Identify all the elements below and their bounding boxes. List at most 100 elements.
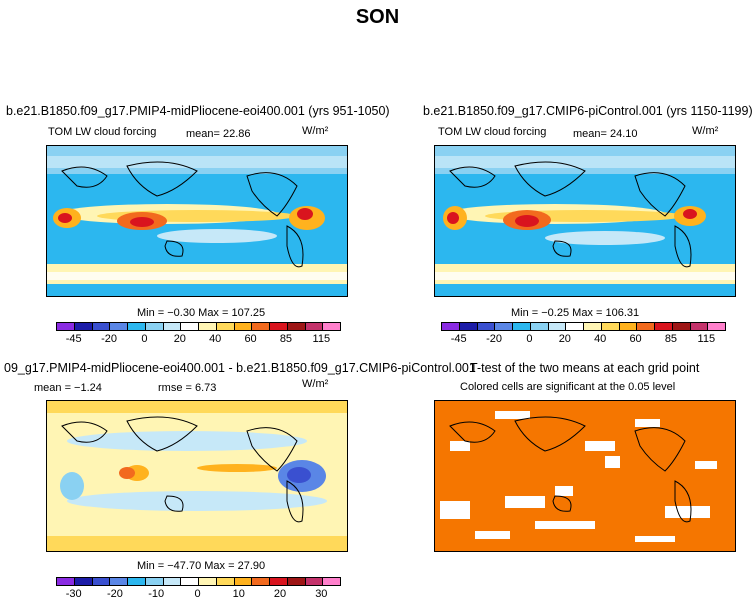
colorbar-swatch bbox=[234, 578, 253, 585]
colorbar-tick-label: 20 bbox=[558, 333, 571, 345]
colorbar-tick-label: -10 bbox=[148, 588, 165, 600]
colorbar-swatch bbox=[708, 323, 725, 330]
colorbar-swatch bbox=[57, 578, 75, 585]
colorbar-tick-label: 40 bbox=[209, 333, 222, 345]
colorbar-swatch bbox=[181, 323, 199, 330]
colorbar-tick-label: 0 bbox=[526, 333, 533, 345]
colorbar-swatch bbox=[477, 323, 496, 330]
panel3-colorbar bbox=[56, 577, 341, 586]
colorbar-swatch bbox=[305, 578, 324, 585]
colorbar-swatch bbox=[323, 578, 340, 585]
colorbar-tick-label: -30 bbox=[65, 588, 82, 600]
panel4-subtitle: Colored cells are significant at the 0.0… bbox=[460, 381, 676, 393]
panel1-title: b.e21.B1850.f09_g17.PMIP4-midPliocene-eo… bbox=[6, 104, 390, 118]
colorbar-swatch bbox=[287, 578, 306, 585]
colorbar-swatch bbox=[323, 323, 340, 330]
colorbar-swatch bbox=[548, 323, 567, 330]
colorbar-tick-label: 30 bbox=[315, 588, 328, 600]
colorbar-tick-label: 0 bbox=[141, 333, 148, 345]
colorbar-tick-label: -45 bbox=[65, 333, 82, 345]
colorbar-swatch bbox=[110, 578, 128, 585]
colorbar-tick-label: -20 bbox=[486, 333, 503, 345]
panel2-colorbar bbox=[441, 322, 726, 331]
colorbar-swatch bbox=[92, 578, 111, 585]
colorbar-swatch bbox=[199, 578, 217, 585]
colorbar-swatch bbox=[252, 323, 270, 330]
colorbar-tick-label: 0 bbox=[194, 588, 201, 600]
colorbar-swatch bbox=[216, 578, 235, 585]
panel3-rmse-label: rmse = 6.73 bbox=[158, 382, 217, 394]
panel1-min-max: Min = −0.30 Max = 107.25 bbox=[137, 307, 266, 319]
panel2-variable-label: TOM LW cloud forcing bbox=[438, 126, 547, 138]
colorbar-swatch bbox=[601, 323, 620, 330]
panel4-map-svg bbox=[435, 401, 735, 551]
colorbar-tick-label: 20 bbox=[273, 588, 287, 600]
colorbar-swatch bbox=[637, 323, 655, 330]
colorbar-swatch bbox=[145, 578, 164, 585]
panel1-variable-label: TOM LW cloud forcing bbox=[48, 126, 157, 138]
colorbar-swatch bbox=[690, 323, 709, 330]
panel1-mean-label: mean= 22.86 bbox=[186, 128, 251, 140]
colorbar-swatch bbox=[92, 323, 111, 330]
page-title: SON bbox=[355, 6, 400, 28]
colorbar-swatch bbox=[495, 323, 513, 330]
panel3-map-svg bbox=[47, 401, 347, 551]
colorbar-swatch bbox=[459, 323, 478, 330]
colorbar-swatch bbox=[672, 323, 691, 330]
colorbar-tick-label: 20 bbox=[173, 333, 186, 345]
colorbar-swatch bbox=[234, 323, 253, 330]
panel3-units-label: W/m² bbox=[302, 378, 329, 390]
panel3-title: 09_g17.PMIP4-midPliocene-eoi400.001 - b.… bbox=[4, 361, 476, 375]
colorbar-swatch bbox=[530, 323, 549, 330]
panel2-map-svg bbox=[435, 146, 735, 296]
colorbar-swatch bbox=[619, 323, 638, 330]
panel1-colorbar bbox=[56, 322, 341, 331]
colorbar-swatch bbox=[270, 323, 288, 330]
panel3-map bbox=[46, 400, 348, 552]
panel2-title: b.e21.B1850.f09_g17.CMIP6-piControl.001 … bbox=[423, 104, 753, 118]
colorbar-swatch bbox=[252, 578, 270, 585]
colorbar-tick-label: 85 bbox=[664, 333, 678, 345]
colorbar-swatch bbox=[566, 323, 584, 330]
colorbar-swatch bbox=[128, 323, 146, 330]
colorbar-swatch bbox=[199, 323, 217, 330]
colorbar-swatch bbox=[584, 323, 602, 330]
panel2-map bbox=[434, 145, 736, 297]
colorbar-swatch bbox=[181, 578, 199, 585]
colorbar-swatch bbox=[305, 323, 324, 330]
colorbar-swatch bbox=[287, 323, 306, 330]
colorbar-swatch bbox=[163, 323, 182, 330]
panel4-title: T-test of the two means at each grid poi… bbox=[470, 361, 700, 375]
colorbar-tick-label: 115 bbox=[697, 333, 716, 345]
colorbar-swatch bbox=[128, 578, 146, 585]
panel2-units-label: W/m² bbox=[692, 125, 719, 137]
colorbar-swatch bbox=[74, 578, 93, 585]
colorbar-tick-label: 40 bbox=[594, 333, 607, 345]
colorbar-swatch bbox=[655, 323, 673, 330]
colorbar-swatch bbox=[163, 578, 182, 585]
colorbar-swatch bbox=[216, 323, 235, 330]
colorbar-swatch bbox=[74, 323, 93, 330]
colorbar-tick-label: -20 bbox=[101, 333, 118, 345]
colorbar-swatch bbox=[270, 578, 288, 585]
colorbar-tick-label: 115 bbox=[312, 333, 331, 345]
colorbar-swatch bbox=[513, 323, 531, 330]
panel4-map bbox=[434, 400, 736, 552]
colorbar-tick-label: 10 bbox=[232, 588, 245, 600]
panel2-mean-label: mean= 24.10 bbox=[573, 128, 638, 140]
colorbar-swatch bbox=[145, 323, 164, 330]
panel1-map bbox=[46, 145, 348, 297]
colorbar-tick-label: -45 bbox=[450, 333, 467, 345]
colorbar-tick-label: -20 bbox=[107, 588, 123, 600]
colorbar-tick-label: 60 bbox=[629, 333, 642, 345]
panel3-min-max: Min = −47.70 Max = 27.90 bbox=[137, 560, 266, 572]
colorbar-tick-label: 85 bbox=[279, 333, 293, 345]
panel2-min-max: Min = −0.25 Max = 106.31 bbox=[511, 307, 640, 319]
colorbar-swatch bbox=[442, 323, 460, 330]
panel3-mean-label: mean = −1.24 bbox=[34, 382, 102, 394]
colorbar-tick-label: 60 bbox=[244, 333, 257, 345]
panel1-units-label: W/m² bbox=[302, 125, 329, 137]
colorbar-swatch bbox=[57, 323, 75, 330]
panel1-map-svg bbox=[47, 146, 347, 296]
colorbar-swatch bbox=[110, 323, 128, 330]
